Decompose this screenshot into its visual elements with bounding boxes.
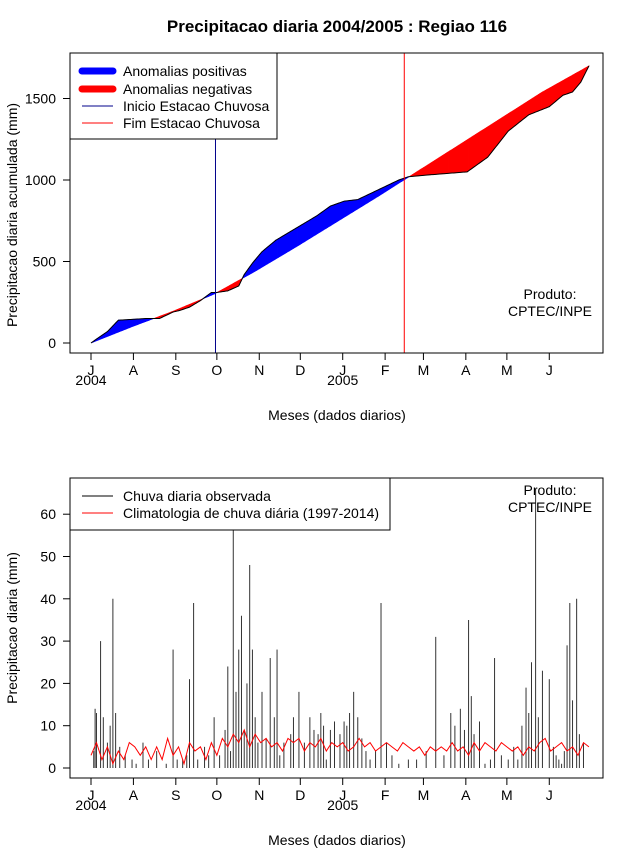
y-tick-label: 30 [40, 633, 56, 649]
x-tick-label: M [418, 787, 430, 803]
y-axis-label: Precipitacao diaria (mm) [4, 552, 20, 704]
x-tick-label: J [88, 362, 95, 378]
y-tick-label: 60 [40, 506, 56, 522]
legend-label-positive: Anomalias positivas [123, 63, 247, 79]
y-tick-label: 1000 [25, 172, 56, 188]
legend-box [69, 477, 391, 531]
y-axis: 0 500 1000 1500 [25, 91, 71, 351]
y-tick-label: 10 [40, 718, 56, 734]
climatology-cumulative-line [90, 65, 590, 344]
x-tick-label: O [211, 787, 222, 803]
x-tick-label: D [295, 362, 305, 378]
x-axis-label: Meses (dados diarios) [268, 832, 406, 848]
credit-line-2: CPTEC/INPE [508, 499, 592, 515]
y-tick-label: 0 [48, 760, 56, 776]
cumulative-chart: Precipitacao diaria 2004/2005 : Regiao 1… [4, 17, 604, 423]
x-tick-label: J [339, 362, 346, 378]
x-tick-label: M [501, 362, 513, 378]
y-tick-label: 40 [40, 591, 56, 607]
y-tick-label: 1500 [25, 91, 56, 107]
x-tick-label: J [546, 362, 553, 378]
legend-label-start: Inicio Estacao Chuvosa [123, 98, 270, 114]
legend: Anomalias positivas Anomalias negativas … [69, 52, 278, 140]
y-axis: 0 10 20 30 40 50 60 [40, 506, 71, 776]
x-tick-label: N [254, 362, 264, 378]
legend-box [69, 52, 278, 140]
year-label: 2004 [75, 372, 106, 388]
credit-line-1: Produto: [524, 286, 577, 302]
credit-line-1: Produto: [524, 482, 577, 498]
x-tick-label: N [254, 787, 264, 803]
year-label: 2004 [75, 797, 106, 813]
x-tick-label: A [129, 362, 139, 378]
x-tick-label: A [461, 362, 471, 378]
x-tick-label: J [88, 787, 95, 803]
legend: Chuva diaria observada Climatologia de c… [69, 477, 391, 531]
x-tick-label: F [381, 362, 390, 378]
legend-label-observed: Chuva diaria observada [123, 488, 271, 504]
legend-label-end: Fim Estacao Chuvosa [123, 115, 260, 131]
x-tick-label: O [211, 362, 222, 378]
x-tick-label: J [339, 787, 346, 803]
y-tick-label: 50 [40, 549, 56, 565]
legend-label-climatology: Climatologia de chuva diária (1997-2014) [123, 505, 379, 521]
x-tick-label: F [381, 787, 390, 803]
legend-label-negative: Anomalias negativas [123, 81, 252, 97]
x-tick-label: S [171, 362, 180, 378]
x-tick-label: M [418, 362, 430, 378]
y-tick-label: 0 [48, 335, 56, 351]
year-label: 2005 [327, 372, 358, 388]
chart-title: Precipitacao diaria 2004/2005 : Regiao 1… [167, 17, 507, 36]
year-label: 2005 [327, 797, 358, 813]
observed-daily-bars [93, 488, 584, 768]
climatology-daily-line [90, 728, 590, 766]
y-tick-label: 500 [33, 254, 57, 270]
x-tick-label: S [171, 787, 180, 803]
x-axis-label: Meses (dados diarios) [268, 407, 406, 423]
x-tick-label: D [295, 787, 305, 803]
credit-line-2: CPTEC/INPE [508, 303, 592, 319]
x-tick-label: J [546, 787, 553, 803]
y-tick-label: 20 [40, 675, 56, 691]
x-tick-label: A [129, 787, 139, 803]
x-tick-label: M [501, 787, 513, 803]
y-axis-label: Precipitacao diaria acumulada (mm) [4, 103, 20, 327]
x-tick-label: A [461, 787, 471, 803]
